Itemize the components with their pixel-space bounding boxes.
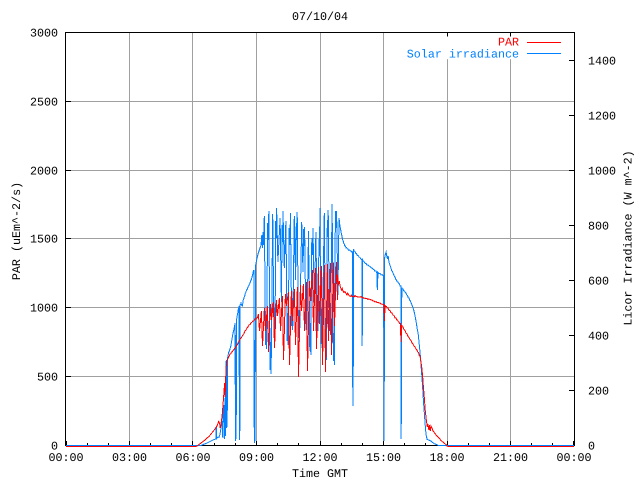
svg-text:600: 600 — [588, 275, 609, 289]
svg-text:03:00: 03:00 — [112, 451, 147, 465]
svg-text:00:00: 00:00 — [48, 451, 83, 465]
svg-text:200: 200 — [588, 385, 609, 399]
svg-text:Solar irradiance: Solar irradiance — [407, 48, 519, 62]
svg-text:00:00: 00:00 — [556, 451, 591, 465]
svg-text:2500: 2500 — [30, 96, 58, 110]
svg-text:500: 500 — [37, 371, 58, 385]
svg-text:2000: 2000 — [30, 165, 58, 179]
svg-text:18:00: 18:00 — [429, 451, 464, 465]
svg-text:1000: 1000 — [30, 302, 58, 316]
svg-text:PAR: PAR — [498, 36, 519, 50]
svg-text:0: 0 — [588, 440, 595, 454]
svg-text:PAR (uEm^-2/s): PAR (uEm^-2/s) — [10, 182, 24, 280]
svg-text:Time GMT: Time GMT — [292, 467, 348, 480]
svg-text:1200: 1200 — [588, 110, 616, 124]
svg-text:07/10/04: 07/10/04 — [292, 10, 348, 24]
svg-text:12:00: 12:00 — [302, 451, 337, 465]
svg-text:1400: 1400 — [588, 55, 616, 69]
svg-text:0: 0 — [51, 440, 58, 454]
svg-text:21:00: 21:00 — [493, 451, 528, 465]
svg-text:09:00: 09:00 — [239, 451, 274, 465]
svg-text:1000: 1000 — [588, 165, 616, 179]
svg-text:15:00: 15:00 — [366, 451, 401, 465]
svg-text:3000: 3000 — [30, 27, 58, 41]
svg-text:400: 400 — [588, 330, 609, 344]
svg-text:1500: 1500 — [30, 233, 58, 247]
svg-text:800: 800 — [588, 220, 609, 234]
svg-text:Licor Irradiance (W m^-2): Licor Irradiance (W m^-2) — [622, 150, 636, 325]
svg-text:06:00: 06:00 — [175, 451, 210, 465]
